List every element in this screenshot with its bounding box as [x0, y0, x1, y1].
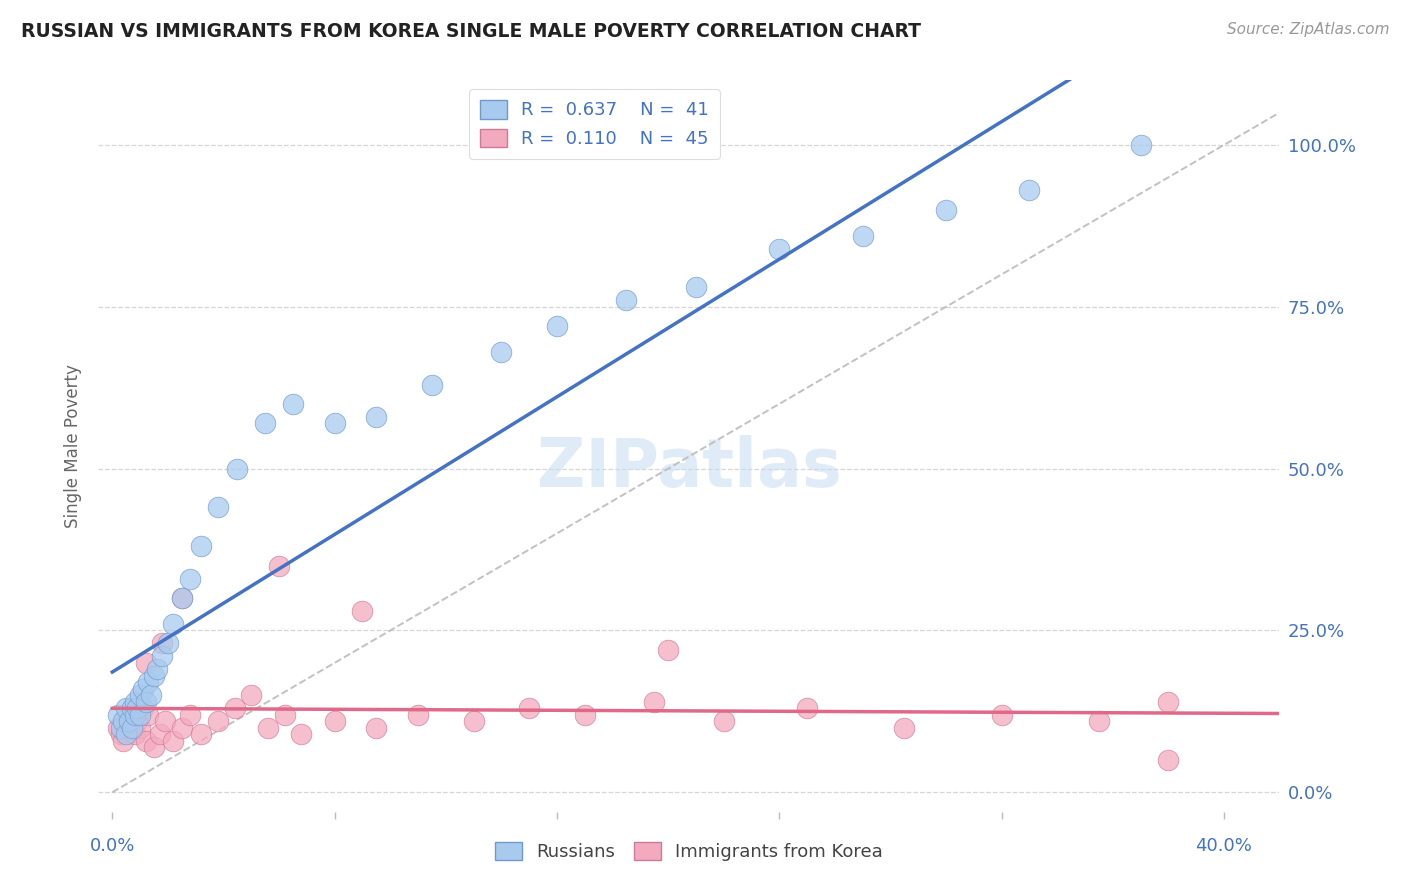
Point — [127, 701, 149, 715]
Point — [124, 695, 146, 709]
Point — [107, 707, 129, 722]
Point — [796, 701, 818, 715]
Point — [135, 695, 157, 709]
Point — [115, 701, 138, 715]
Point — [179, 572, 201, 586]
Point — [143, 739, 166, 754]
Point — [1018, 183, 1040, 197]
Point — [170, 591, 193, 606]
Y-axis label: Single Male Poverty: Single Male Poverty — [65, 364, 83, 528]
Point — [1157, 695, 1180, 709]
Point — [491, 345, 513, 359]
Text: Source: ZipAtlas.com: Source: ZipAtlas.com — [1226, 22, 1389, 37]
Point — [713, 714, 735, 728]
Point — [146, 662, 169, 676]
Point — [124, 707, 146, 722]
Point — [132, 681, 155, 696]
Point — [148, 727, 170, 741]
Point — [323, 714, 346, 728]
Legend: Russians, Immigrants from Korea: Russians, Immigrants from Korea — [488, 835, 890, 869]
Point — [156, 636, 179, 650]
Point — [129, 721, 152, 735]
Point — [254, 417, 277, 431]
Text: ZIPatlas: ZIPatlas — [537, 435, 841, 501]
Point — [366, 721, 388, 735]
Point — [190, 727, 212, 741]
Point — [150, 649, 173, 664]
Point — [118, 714, 141, 728]
Point — [107, 721, 129, 735]
Point — [893, 721, 915, 735]
Point — [132, 701, 155, 715]
Text: RUSSIAN VS IMMIGRANTS FROM KOREA SINGLE MALE POVERTY CORRELATION CHART: RUSSIAN VS IMMIGRANTS FROM KOREA SINGLE … — [21, 22, 921, 41]
Point — [990, 707, 1012, 722]
Point — [768, 242, 790, 256]
Point — [463, 714, 485, 728]
Point — [135, 733, 157, 747]
Point — [121, 721, 143, 735]
Point — [240, 688, 263, 702]
Point — [162, 617, 184, 632]
Point — [143, 669, 166, 683]
Point — [517, 701, 540, 715]
Point — [115, 727, 138, 741]
Point — [352, 604, 374, 618]
Point — [138, 675, 160, 690]
Point — [129, 707, 152, 722]
Point — [124, 727, 146, 741]
Point — [366, 409, 388, 424]
Point — [1157, 753, 1180, 767]
Point — [267, 558, 290, 573]
Point — [115, 714, 138, 728]
Point — [1129, 138, 1152, 153]
Point — [179, 707, 201, 722]
Point — [129, 688, 152, 702]
Point — [224, 701, 246, 715]
Point — [112, 714, 135, 728]
Point — [138, 707, 160, 722]
Point — [170, 721, 193, 735]
Point — [207, 500, 229, 515]
Point — [121, 701, 143, 715]
Point — [170, 591, 193, 606]
Point — [643, 695, 665, 709]
Point — [190, 539, 212, 553]
Point — [1088, 714, 1111, 728]
Point — [574, 707, 596, 722]
Point — [420, 377, 443, 392]
Point — [110, 727, 132, 741]
Point — [127, 714, 149, 728]
Point — [852, 228, 875, 243]
Point — [141, 688, 163, 702]
Point — [657, 643, 679, 657]
Point — [257, 721, 280, 735]
Point — [153, 714, 176, 728]
Point — [281, 397, 304, 411]
Point — [112, 733, 135, 747]
Point — [935, 202, 957, 217]
Point — [323, 417, 346, 431]
Point — [685, 280, 707, 294]
Point — [121, 707, 143, 722]
Point — [110, 721, 132, 735]
Point — [118, 721, 141, 735]
Point — [616, 293, 638, 308]
Point — [273, 707, 295, 722]
Text: 0.0%: 0.0% — [90, 837, 135, 855]
Point — [546, 319, 568, 334]
Point — [207, 714, 229, 728]
Point — [150, 636, 173, 650]
Point — [135, 656, 157, 670]
Point — [162, 733, 184, 747]
Point — [406, 707, 429, 722]
Text: 40.0%: 40.0% — [1195, 837, 1253, 855]
Point — [290, 727, 312, 741]
Point — [226, 461, 249, 475]
